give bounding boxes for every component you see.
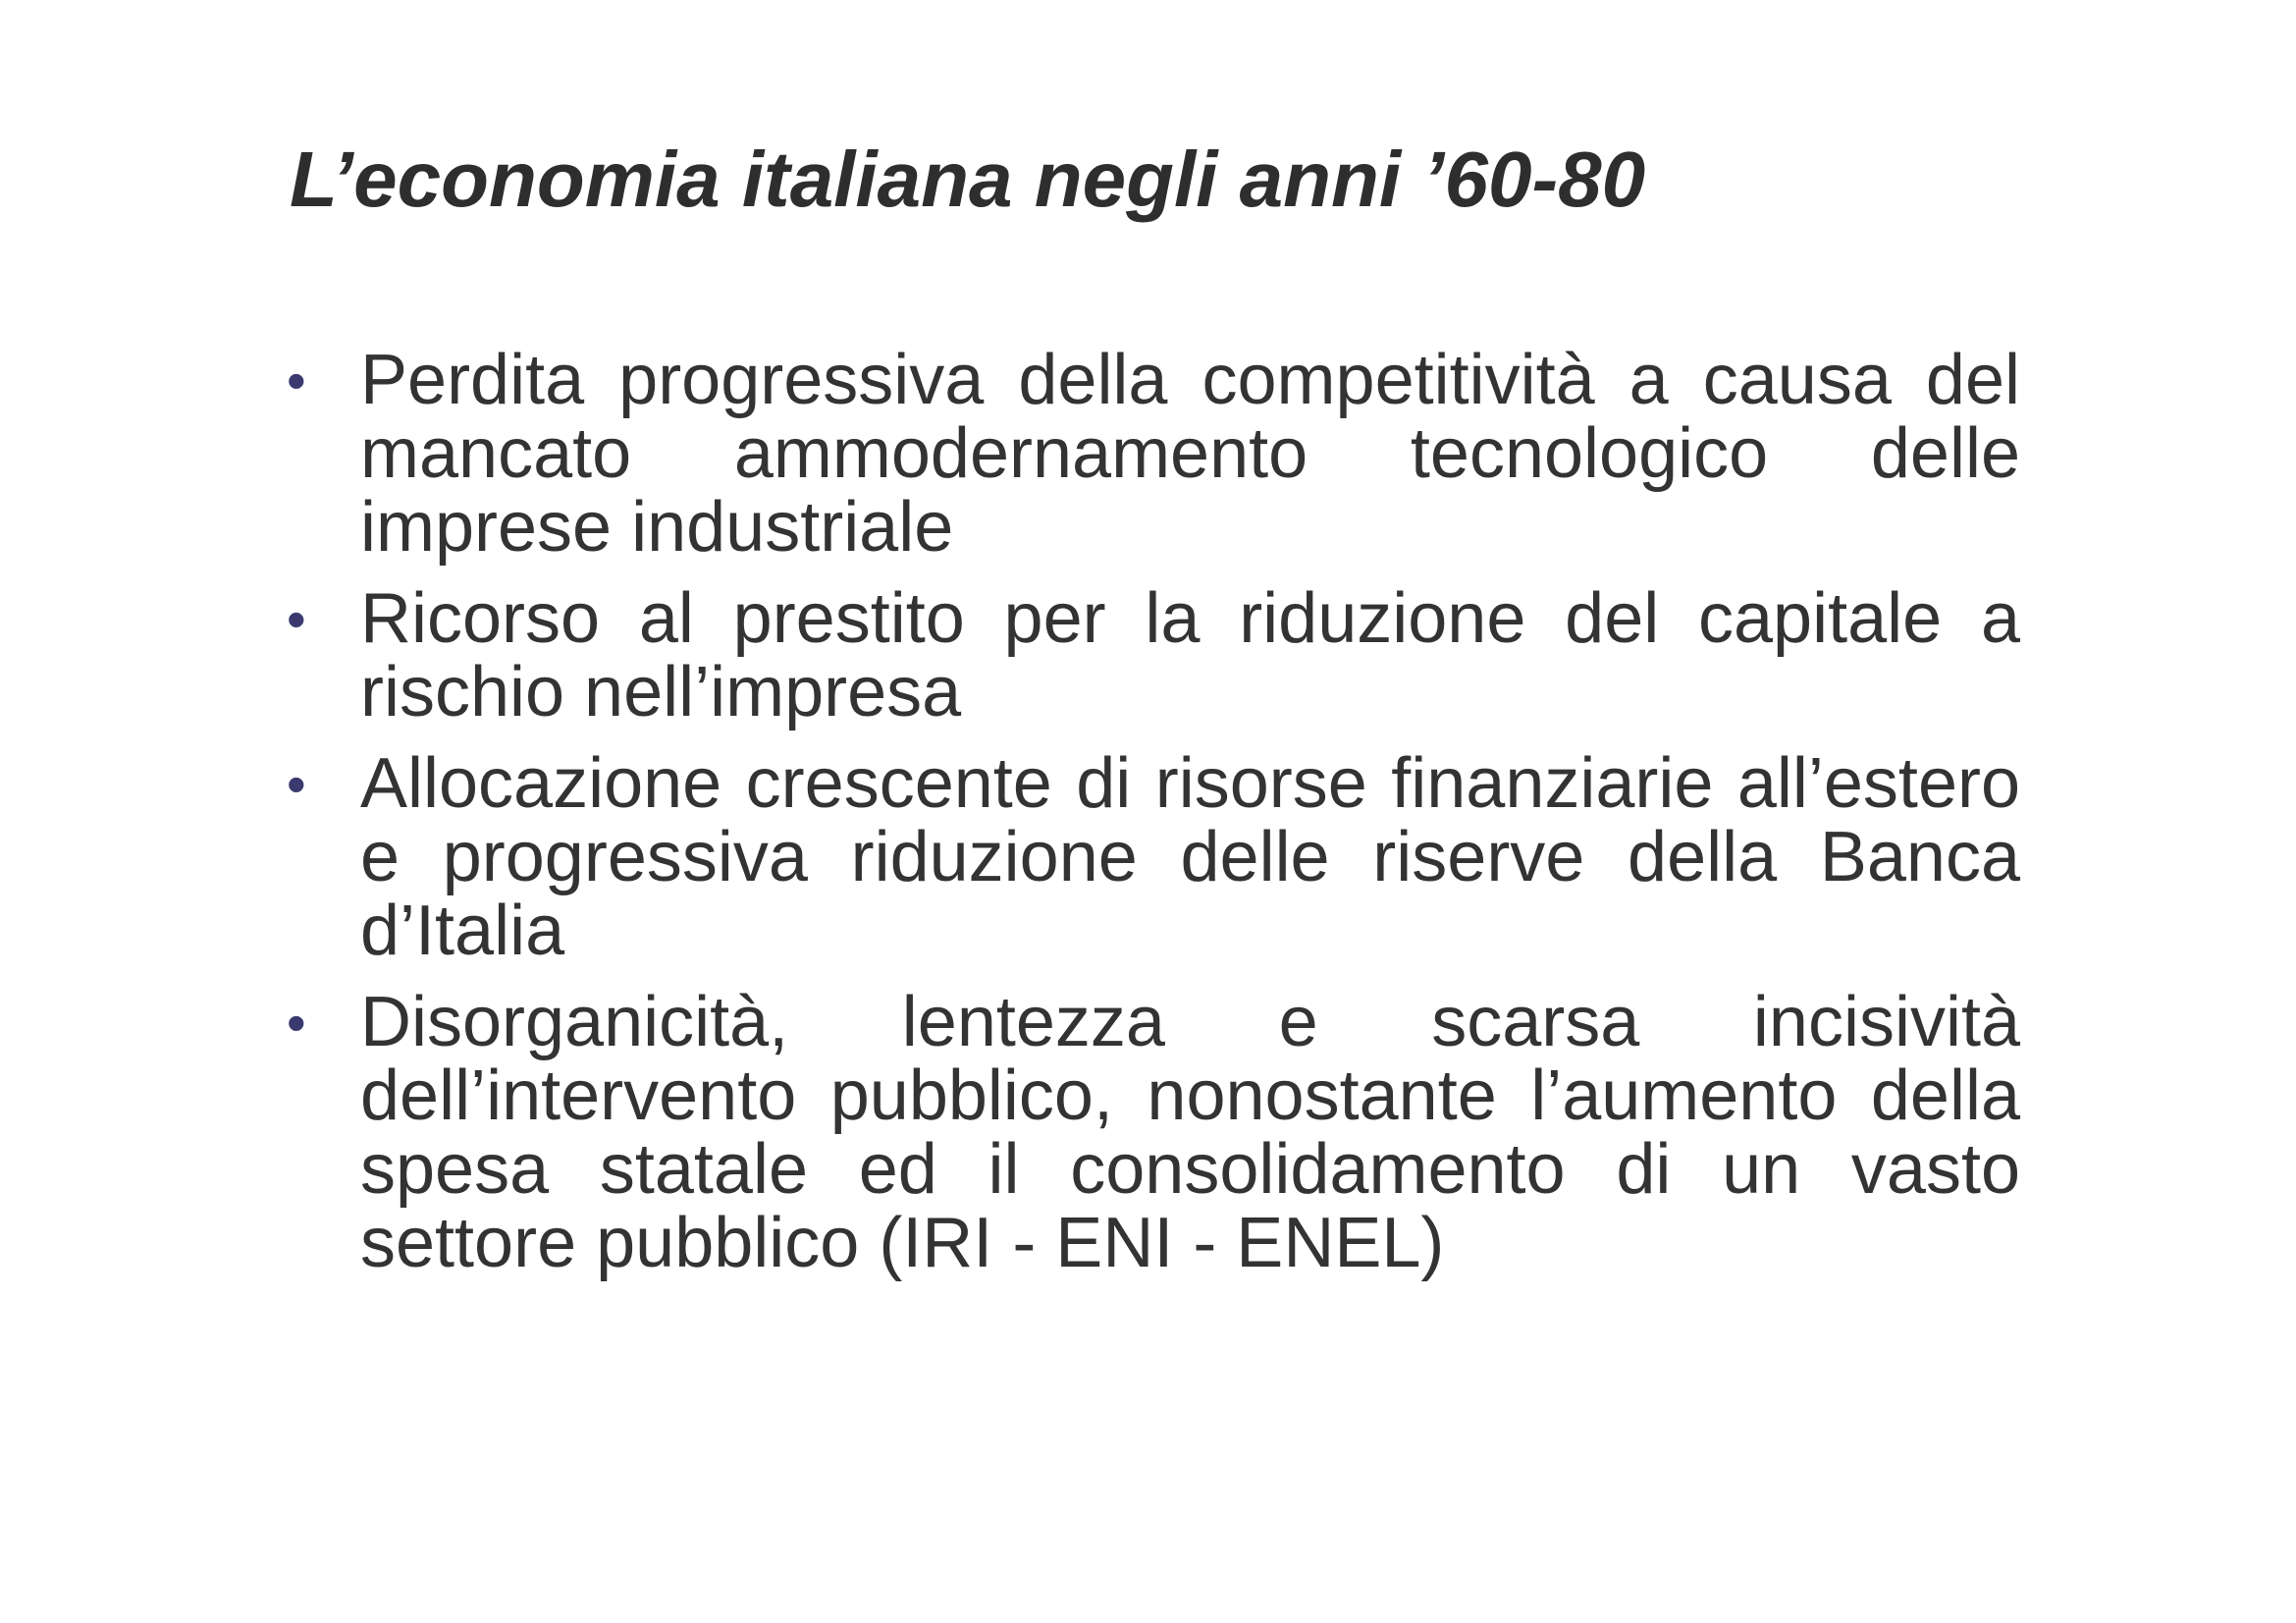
bullet-item: • Ricorso al prestito per la riduzione de…: [285, 582, 2020, 730]
bullet-item: • Perdita progressiva della competitività…: [285, 344, 2020, 565]
bullet-text: Ricorso al prestito per la riduzione del…: [360, 579, 2020, 731]
bullet-marker: •: [287, 992, 306, 1054]
bullet-item: • Disorganicità, lentezza e scarsa incisi…: [285, 986, 2020, 1280]
bullet-marker: •: [287, 588, 306, 650]
bullet-text: Perdita progressiva della competitività …: [360, 341, 2020, 567]
slide-title: L’economia italiana negli anni ’60-80: [290, 135, 1646, 223]
bullet-marker: •: [287, 350, 306, 411]
bullet-marker: •: [287, 753, 306, 815]
bullet-list: • Perdita progressiva della competitività…: [285, 344, 2020, 1298]
bullet-item: • Allocazione crescente di risorse finanz…: [285, 747, 2020, 968]
bullet-text: Allocazione crescente di risorse finanzi…: [360, 744, 2020, 970]
bullet-text: Disorganicità, lentezza e scarsa incisiv…: [360, 983, 2020, 1282]
